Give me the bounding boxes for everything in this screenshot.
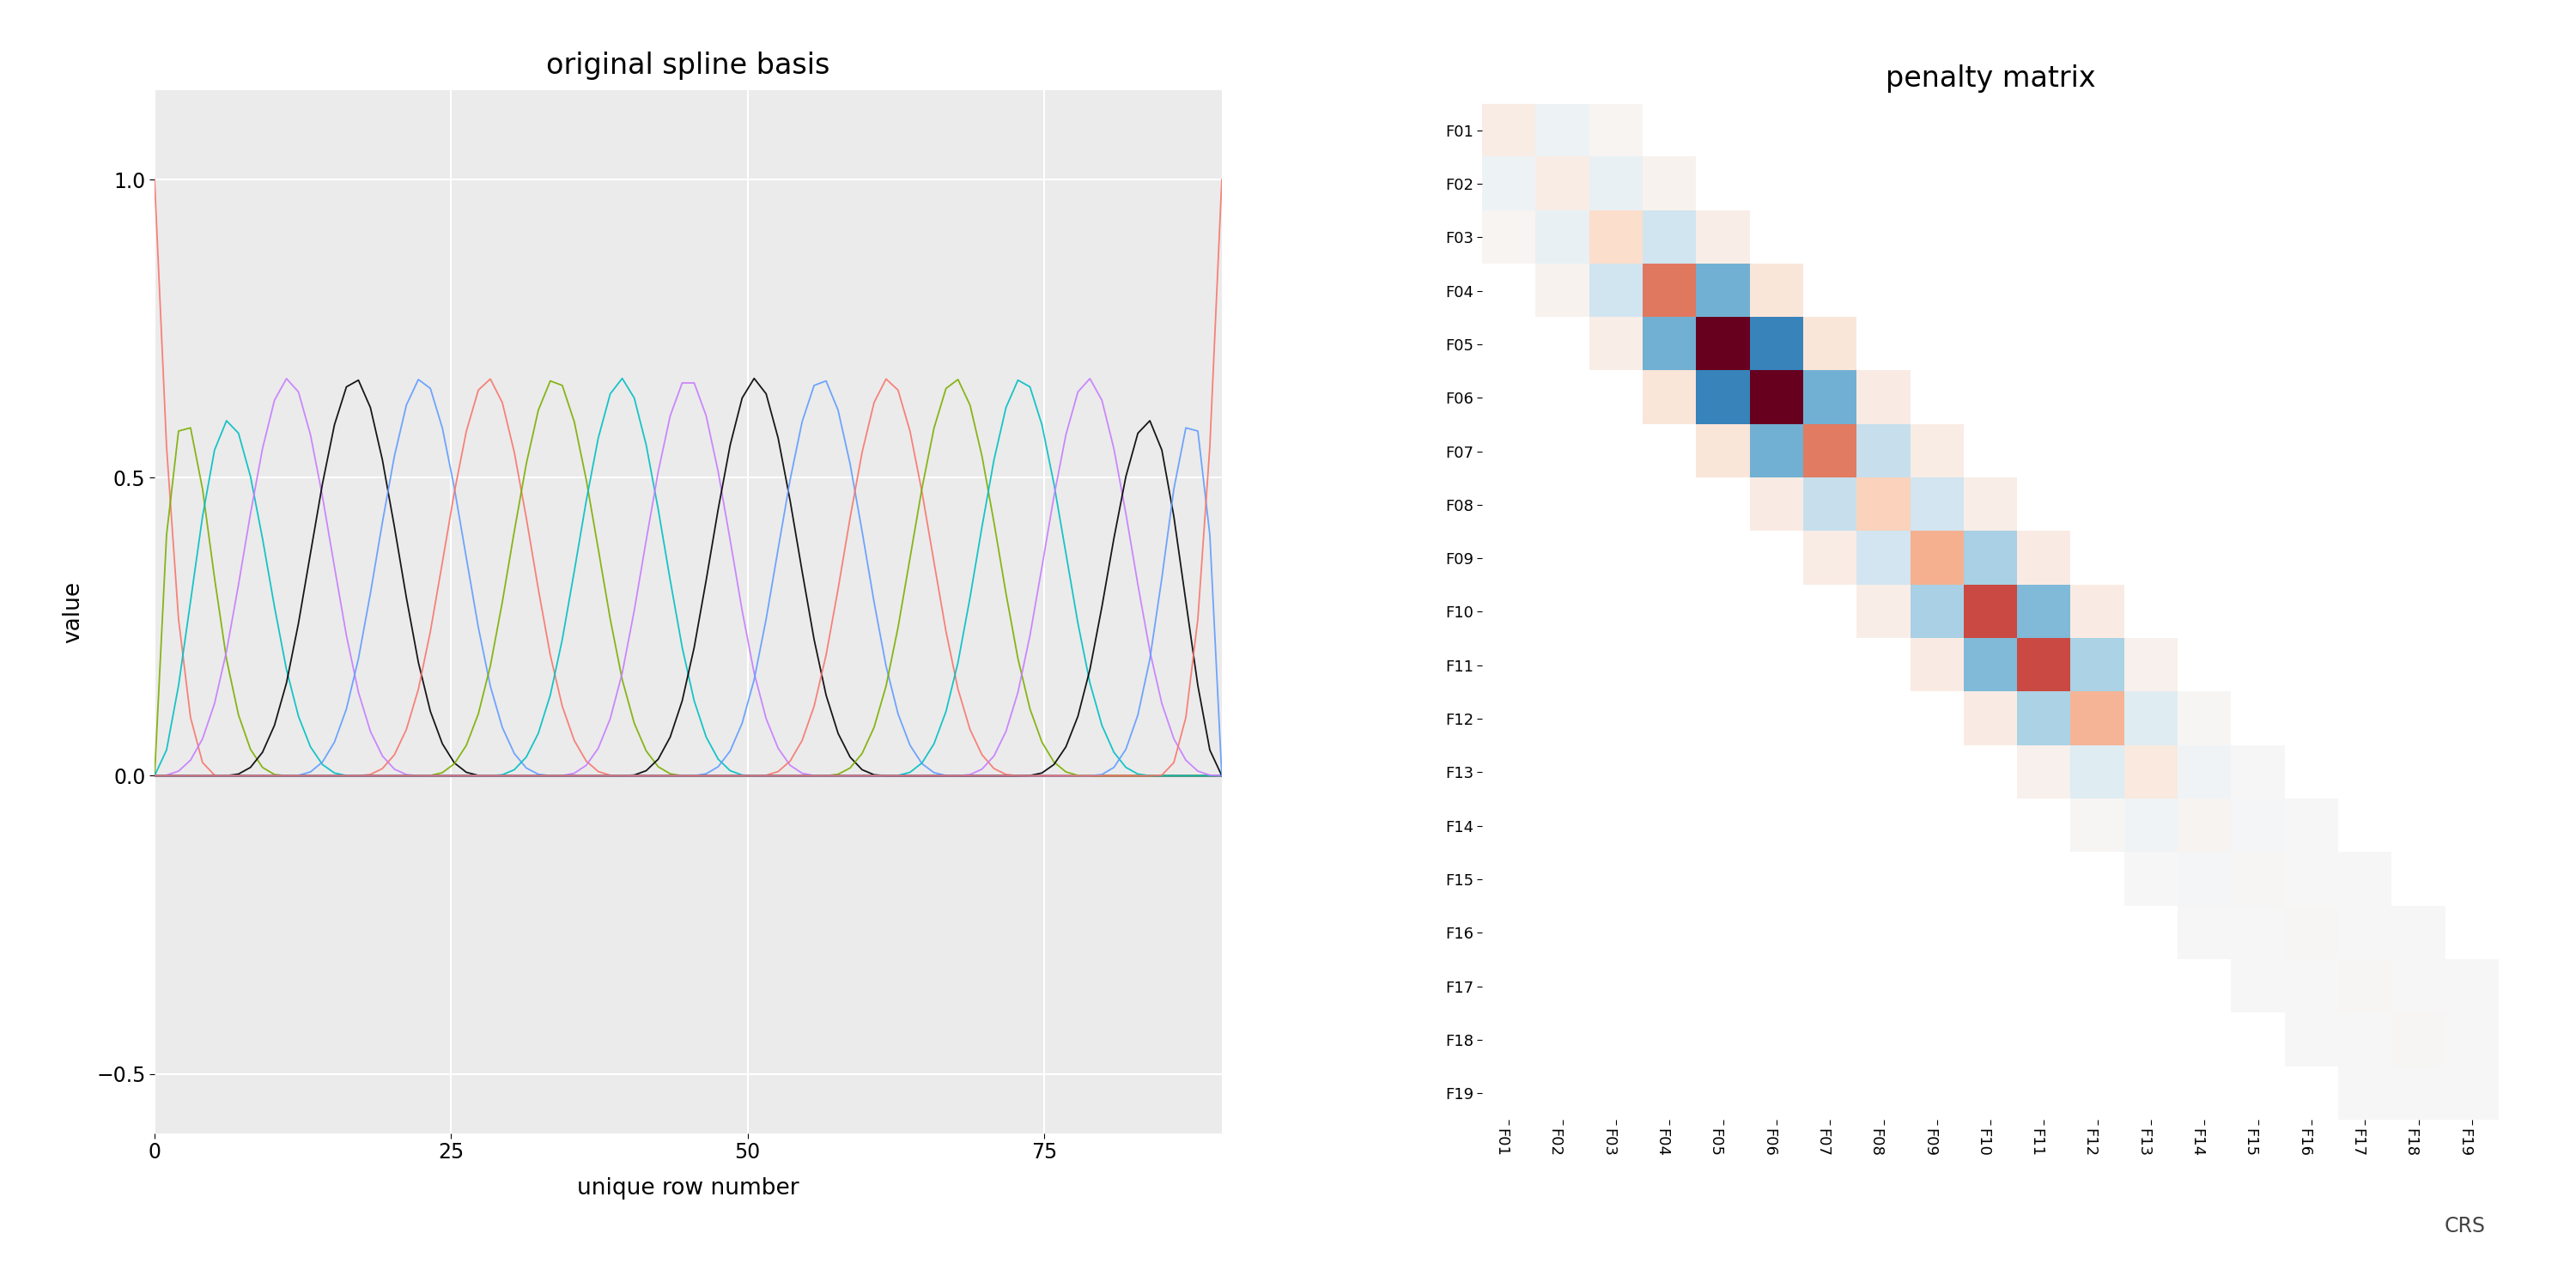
Y-axis label: value: value bbox=[62, 581, 85, 643]
Title: original spline basis: original spline basis bbox=[546, 52, 829, 80]
X-axis label: unique row number: unique row number bbox=[577, 1177, 799, 1199]
Title: penalty matrix: penalty matrix bbox=[1886, 64, 2094, 93]
Text: CRS: CRS bbox=[2445, 1216, 2486, 1236]
